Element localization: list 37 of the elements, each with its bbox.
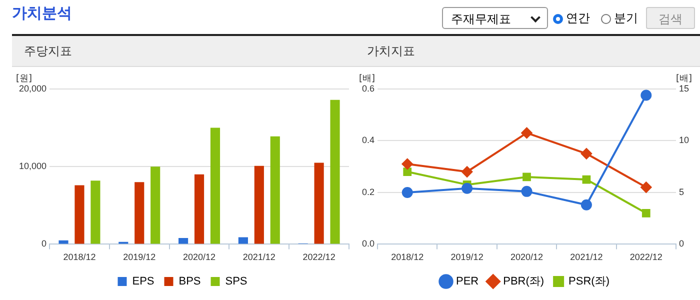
y2-tick-label: 0 — [678, 238, 684, 249]
legend-label: SPS — [225, 276, 248, 288]
y-tick-label: 0.4 — [362, 135, 375, 146]
x-tick-label: 2021/12 — [242, 252, 276, 262]
x-tick-label: 2018/12 — [391, 252, 424, 262]
chart-title: 주당지표 — [12, 36, 357, 67]
y-tick-label: 0.6 — [362, 83, 375, 94]
search-button: 검색 — [646, 7, 695, 29]
text: 분기 — [614, 10, 638, 27]
y-tick-label: 0.0 — [362, 238, 375, 249]
x-tick-label: 2021/12 — [570, 252, 603, 262]
legend-label: PSR(좌) — [568, 276, 610, 288]
y2-tick-label: 10 — [678, 135, 690, 146]
chart-title: 가치지표 — [355, 36, 700, 67]
x-tick-label: 2020/12 — [510, 252, 544, 262]
legend-label: PBR(좌) — [503, 276, 544, 288]
x-tick-label: 2022/12 — [630, 252, 662, 262]
x-tick-label: 2018/12 — [63, 252, 96, 262]
text: 가치분석 — [12, 4, 72, 23]
y-tick-label: 10,000 — [18, 161, 47, 172]
y2-axis-title: [배] — [676, 74, 692, 84]
y-axis-title: [원] — [16, 74, 32, 84]
legend-label: PER — [456, 276, 479, 288]
x-tick-label: 2019/12 — [450, 252, 484, 262]
text: 연간 — [566, 10, 590, 27]
y-axis-title: [배] — [359, 74, 376, 84]
legend-label: EPS — [132, 276, 154, 288]
y2-tick-label: 15 — [678, 83, 690, 94]
x-tick-label: 2022/12 — [302, 252, 336, 262]
y-tick-label: 20,000 — [18, 83, 47, 94]
x-tick-label: 2019/12 — [123, 252, 156, 262]
dropdown: 주재무제표 — [442, 7, 548, 29]
legend-label: BPS — [178, 276, 201, 288]
x-tick-label: 2020/12 — [182, 252, 216, 262]
y-tick-label: 0 — [42, 238, 47, 249]
y2-tick-label: 5 — [678, 186, 684, 197]
y-tick-label: 0.2 — [362, 186, 375, 197]
